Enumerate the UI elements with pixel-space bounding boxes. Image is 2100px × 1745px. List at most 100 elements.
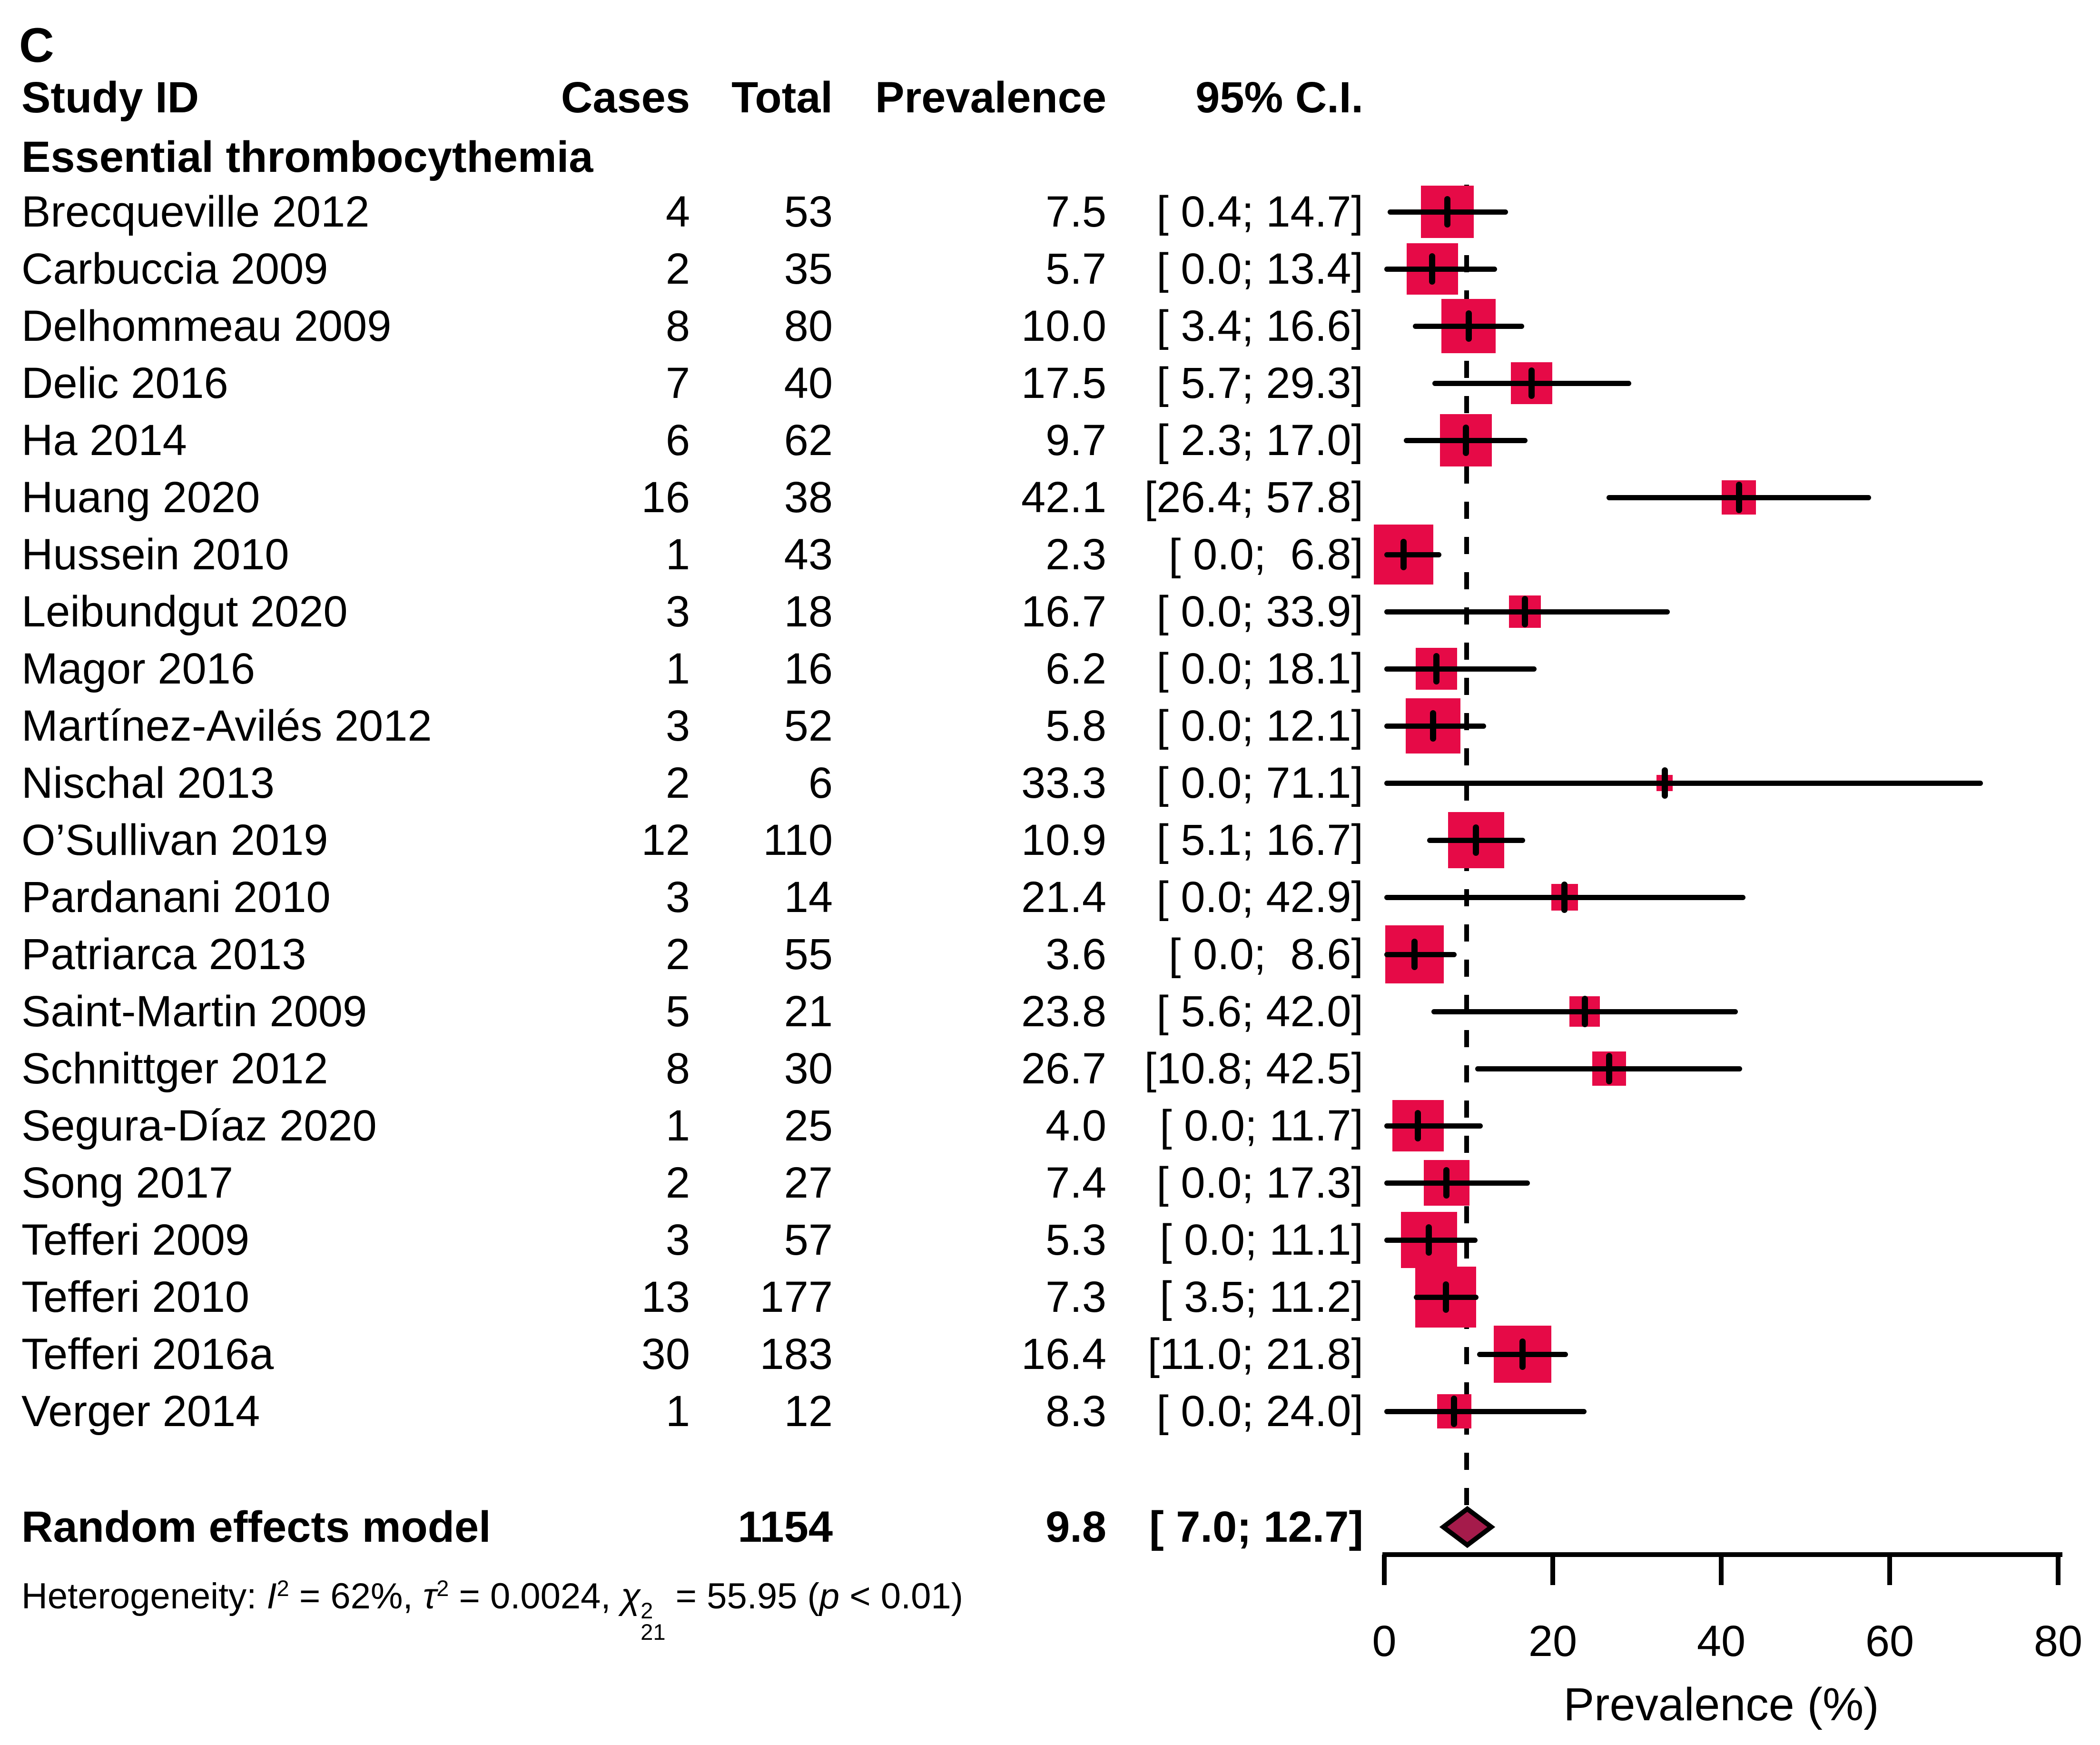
group-label: Essential thrombocythemia — [21, 133, 593, 181]
study-label: Hussein 2010 — [21, 530, 289, 579]
total-value: 12 — [784, 1387, 833, 1436]
study-label: Patriarca 2013 — [21, 930, 306, 979]
prevalence-value: 5.8 — [1045, 702, 1106, 750]
prevalence-value: 3.6 — [1045, 930, 1106, 979]
total-value: 110 — [763, 816, 833, 864]
prevalence-value: 9.7 — [1045, 416, 1106, 465]
column-header-ci: 95% C.I. — [1195, 73, 1363, 122]
total-value: 57 — [784, 1216, 833, 1264]
point-estimate-tick — [1411, 939, 1418, 970]
x-axis-title: Prevalence (%) — [1563, 1678, 1879, 1730]
cases-value: 13 — [641, 1273, 690, 1321]
ci-value: [ 0.0; 12.1] — [1156, 702, 1363, 750]
point-estimate-tick — [1528, 367, 1535, 399]
ci-value: [ 0.0; 33.9] — [1156, 587, 1363, 636]
study-label: Delhommeau 2009 — [21, 302, 392, 350]
cases-value: 3 — [665, 1216, 690, 1264]
prevalence-value: 5.7 — [1045, 245, 1106, 293]
summary-diamond — [1439, 1506, 1496, 1548]
ci-value: [ 0.0; 18.1] — [1156, 644, 1363, 693]
prevalence-value: 42.1 — [1021, 473, 1106, 522]
cases-value: 1 — [665, 1101, 690, 1150]
point-estimate-tick — [1442, 1281, 1449, 1313]
study-label: Brecqueville 2012 — [21, 188, 370, 236]
cases-value: 1 — [665, 644, 690, 693]
total-value: 30 — [784, 1044, 833, 1093]
study-label: Song 2017 — [21, 1159, 234, 1207]
cases-value: 6 — [665, 416, 690, 465]
point-estimate-tick — [1473, 824, 1479, 856]
point-estimate-tick — [1661, 767, 1668, 799]
point-estimate-tick — [1429, 253, 1436, 285]
cases-value: 8 — [665, 1044, 690, 1093]
prevalence-value: 7.5 — [1045, 188, 1106, 236]
prevalence-value: 17.5 — [1021, 359, 1106, 407]
cases-value: 3 — [665, 873, 690, 922]
prevalence-value: 10.0 — [1021, 302, 1106, 350]
study-label: Pardanani 2010 — [21, 873, 331, 922]
point-estimate-tick — [1444, 196, 1451, 228]
prevalence-value: 10.9 — [1021, 816, 1106, 864]
axis-tick — [1382, 1555, 1387, 1585]
axis-tick-label: 0 — [1372, 1617, 1397, 1666]
point-estimate-tick — [1463, 425, 1469, 456]
ci-value: [ 5.7; 29.3] — [1156, 359, 1363, 407]
study-label: Nischal 2013 — [21, 759, 275, 807]
axis-tick-label: 20 — [1528, 1617, 1577, 1666]
prevalence-value: 7.4 — [1045, 1159, 1106, 1207]
prevalence-value: 4.0 — [1045, 1101, 1106, 1150]
study-label: Carbuccia 2009 — [21, 245, 328, 293]
point-estimate-tick — [1606, 1053, 1613, 1084]
study-label: Schnittger 2012 — [21, 1044, 328, 1093]
prevalence-value: 16.7 — [1021, 587, 1106, 636]
column-header-prevalence: Prevalence — [875, 73, 1106, 122]
ci-value: [ 0.0; 17.3] — [1156, 1159, 1363, 1207]
ci-value: [ 3.4; 16.6] — [1156, 302, 1363, 350]
study-label: Huang 2020 — [21, 473, 260, 522]
total-value: 14 — [784, 873, 833, 922]
point-estimate-tick — [1430, 710, 1437, 742]
axis-tick-label: 80 — [2033, 1617, 2083, 1666]
total-value: 38 — [784, 473, 833, 522]
ci-value: [ 0.0; 8.6] — [1168, 930, 1363, 979]
ci-line — [1384, 666, 1537, 672]
ci-line — [1384, 1408, 1587, 1414]
total-value: 52 — [784, 702, 833, 750]
cases-value: 8 — [665, 302, 690, 350]
study-label: O’Sullivan 2019 — [21, 816, 328, 864]
ci-value: [ 0.0; 24.0] — [1156, 1387, 1363, 1436]
total-value: 177 — [759, 1273, 833, 1321]
point-estimate-tick — [1561, 882, 1568, 913]
ci-value: [ 3.5; 11.2] — [1160, 1273, 1363, 1321]
axis-tick — [1550, 1555, 1555, 1585]
point-estimate-tick — [1581, 996, 1588, 1027]
ci-value: [ 0.0; 13.4] — [1156, 245, 1363, 293]
total-value: 27 — [784, 1159, 833, 1207]
summary-diamond-shape — [1439, 1506, 1496, 1548]
column-header-total: Total — [731, 73, 833, 122]
summary-ci: [ 7.0; 12.7] — [1149, 1503, 1363, 1551]
prevalence-value: 7.3 — [1045, 1273, 1106, 1321]
ci-value: [ 5.6; 42.0] — [1156, 987, 1363, 1036]
study-label: Segura-Díaz 2020 — [21, 1101, 377, 1150]
point-estimate-tick — [1451, 1396, 1458, 1427]
ci-value: [ 0.0; 42.9] — [1156, 873, 1363, 922]
prevalence-value: 16.4 — [1021, 1330, 1106, 1378]
axis-tick — [1887, 1555, 1892, 1585]
total-value: 183 — [759, 1330, 833, 1378]
point-estimate-tick — [1443, 1167, 1450, 1199]
total-value: 16 — [784, 644, 833, 693]
total-value: 53 — [784, 188, 833, 236]
summary-total: 1154 — [738, 1503, 833, 1551]
cases-value: 5 — [665, 987, 690, 1036]
study-label: Tefferi 2009 — [21, 1216, 250, 1264]
ci-value: [ 0.0; 71.1] — [1156, 759, 1363, 807]
study-label: Verger 2014 — [21, 1387, 260, 1436]
summary-prevalence: 9.8 — [1045, 1503, 1106, 1551]
cases-value: 12 — [641, 816, 690, 864]
study-label: Magor 2016 — [21, 644, 255, 693]
point-estimate-tick — [1433, 653, 1440, 684]
point-estimate-tick — [1415, 1110, 1421, 1141]
